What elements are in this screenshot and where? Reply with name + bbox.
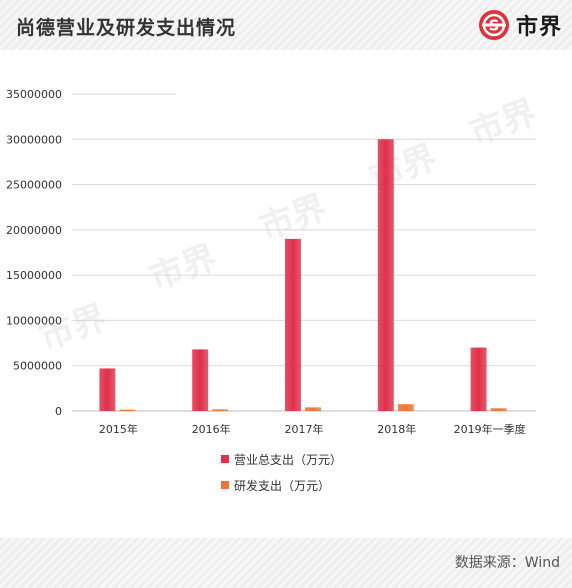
bar-rd-expense — [212, 409, 229, 411]
brand-logo: S 市界 — [478, 8, 562, 42]
bar-total-expense — [285, 238, 301, 411]
legend-label: 研发支出（万元） — [234, 478, 330, 493]
bar-total-expense — [99, 368, 116, 411]
legend-swatch — [221, 481, 229, 489]
grid-lines — [72, 93, 536, 412]
footer-bar: 数据来源：Wind — [0, 538, 572, 588]
y-tick-label: 10000000 — [6, 314, 62, 327]
header-bar: 尚德营业及研发支出情况 S 市界 — [0, 0, 572, 50]
watermark-text: 市界 — [144, 238, 222, 299]
bar-rd-expense — [305, 407, 321, 411]
x-tick-label: 2019年一季度 — [454, 422, 526, 436]
watermark-text: 市界 — [34, 298, 112, 359]
page-title: 尚德营业及研发支出情况 — [16, 17, 237, 39]
bar-total-expense — [470, 347, 487, 411]
svg-text:S: S — [489, 17, 500, 35]
data-source: 数据来源：Wind — [454, 555, 560, 571]
watermark-text: 市界 — [364, 138, 442, 199]
y-tick-label: 5000000 — [13, 360, 62, 373]
bar-total-expense — [192, 349, 209, 411]
legend-label: 营业总支出（万元） — [234, 453, 342, 467]
x-tick-label: 2017年 — [285, 422, 324, 436]
y-tick-label: 30000000 — [6, 133, 62, 146]
bar-rd-expense — [119, 409, 136, 411]
y-tick-label: 0 — [55, 405, 62, 418]
y-tick-label: 35000000 — [6, 88, 62, 101]
y-tick-label: 25000000 — [6, 179, 62, 192]
brand-name: 市界 — [515, 15, 562, 40]
y-axis-ticks: 0 5000000 10000000 15000000 20000000 25000000… — [6, 88, 62, 418]
x-tick-label: 2016年 — [192, 422, 231, 436]
watermark-text: 市界 — [464, 93, 542, 154]
x-tick-label: 2015年 — [99, 422, 138, 436]
bar-total-expense — [377, 139, 394, 411]
x-axis-ticks: 2015年 2016年 2017年 2018年 2019年一季度 — [99, 422, 526, 436]
legend-swatch — [221, 455, 229, 463]
legend: 营业总支出（万元） 研发支出（万元） — [221, 453, 342, 493]
bar-rd-expense — [397, 404, 414, 411]
y-tick-label: 15000000 — [6, 269, 62, 282]
x-tick-label: 2018年 — [377, 422, 416, 436]
brand-s-icon: S — [478, 10, 509, 40]
bars — [99, 139, 507, 411]
y-tick-label: 20000000 — [6, 224, 62, 237]
bar-rd-expense — [490, 408, 507, 411]
